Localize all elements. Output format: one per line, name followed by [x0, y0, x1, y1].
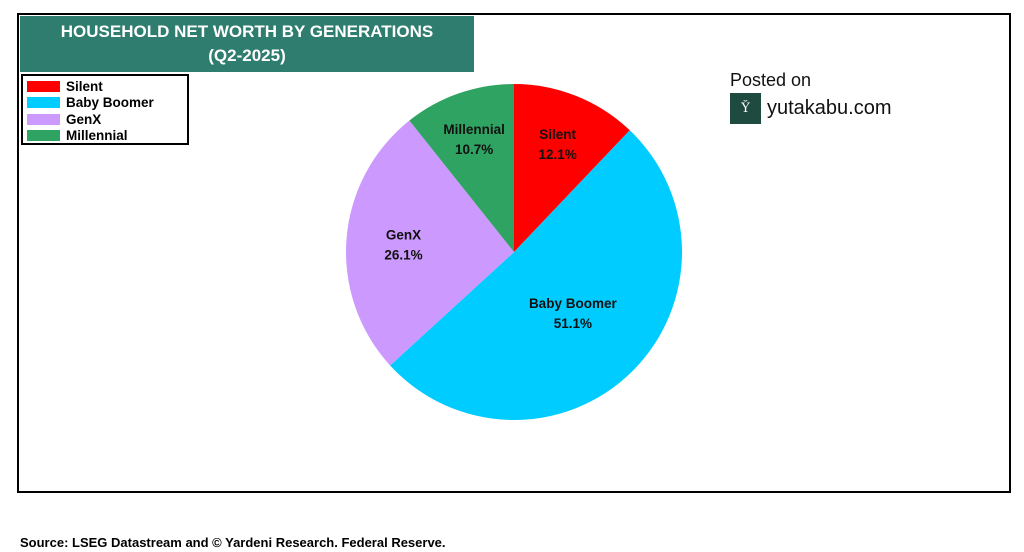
legend-label: Silent — [66, 78, 103, 94]
slice-value-label: 51.1% — [554, 316, 592, 331]
legend-swatch — [27, 113, 60, 125]
slice-category-label: Millennial — [443, 122, 505, 137]
subtitle-text: (Q2-2025) — [208, 46, 286, 65]
slice-value-label: 10.7% — [455, 142, 493, 157]
pie-slice-genx — [346, 120, 514, 366]
pie-slice-baby-boomer — [390, 130, 683, 421]
slice-category-label: Silent — [539, 127, 576, 142]
legend-swatch — [27, 130, 60, 142]
legend-label: Millennial — [66, 128, 128, 144]
legend-swatch — [27, 80, 60, 92]
pie-slice-millennial — [409, 84, 514, 252]
source-note: Source: LSEG Datastream and © Yardeni Re… — [20, 535, 446, 550]
chart-frame — [17, 13, 1011, 493]
legend-label: GenX — [66, 111, 102, 127]
slice-category-label: GenX — [386, 227, 421, 242]
site-watermark: Y̆ yutakabu.com — [730, 93, 892, 124]
slice-value-label: 12.1% — [538, 147, 576, 162]
legend-label: Baby Boomer — [66, 95, 154, 111]
slice-value-label: 26.1% — [384, 247, 422, 262]
legend-swatch — [27, 97, 60, 109]
legend-item: Baby Boomer — [27, 95, 183, 112]
legend-item: GenX — [27, 111, 183, 128]
title-text: HOUSEHOLD NET WORTH BY GENERATIONS — [60, 22, 434, 41]
legend-item: Silent — [27, 78, 183, 95]
yutakabu-logo-icon: Y̆ — [730, 93, 761, 124]
pie-slice-silent — [514, 84, 630, 252]
site-name: yutakabu.com — [767, 97, 892, 119]
slice-category-label: Baby Boomer — [529, 296, 618, 311]
posted-on-text: Posted on — [730, 70, 812, 90]
chart-title: HOUSEHOLD NET WORTH BY GENERATIONS (Q2-2… — [20, 16, 474, 72]
legend: Silent Baby Boomer GenX Millennial — [21, 74, 189, 145]
legend-item: Millennial — [27, 128, 183, 145]
